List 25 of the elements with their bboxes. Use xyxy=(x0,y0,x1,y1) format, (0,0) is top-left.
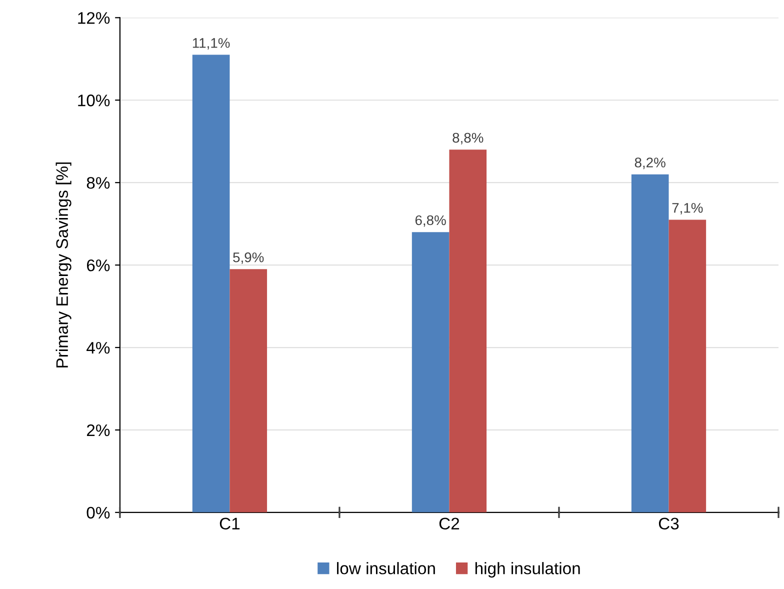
bar xyxy=(230,269,268,512)
x-tick-label: C1 xyxy=(220,518,240,530)
y-tick-label: 2% xyxy=(86,424,110,436)
x-tick-label: C2 xyxy=(439,518,460,530)
bar xyxy=(668,220,706,512)
y-tick-label: 12% xyxy=(78,12,110,24)
bar xyxy=(412,232,450,512)
bar xyxy=(192,54,230,512)
y-tick-label: 10% xyxy=(78,94,110,106)
data-label: 7,1% xyxy=(672,203,703,214)
bar xyxy=(449,150,487,512)
data-label: 11,1% xyxy=(192,38,230,50)
legend-label: low insulation xyxy=(337,562,435,574)
y-tick-label: 8% xyxy=(86,176,110,189)
y-tick-label: 4% xyxy=(86,342,110,354)
bar xyxy=(631,174,669,512)
y-axis-title: Primary Energy Savings [%] xyxy=(56,162,72,368)
legend-label: high insulation xyxy=(475,562,580,578)
data-label: 8,2% xyxy=(634,158,666,170)
y-tick-label: 0% xyxy=(86,506,110,519)
x-tick-label: C3 xyxy=(658,518,679,530)
data-label: 6,8% xyxy=(415,215,446,227)
data-label: 8,8% xyxy=(452,132,484,144)
data-label: 5,9% xyxy=(233,252,264,264)
y-tick-label: 6% xyxy=(86,259,110,272)
